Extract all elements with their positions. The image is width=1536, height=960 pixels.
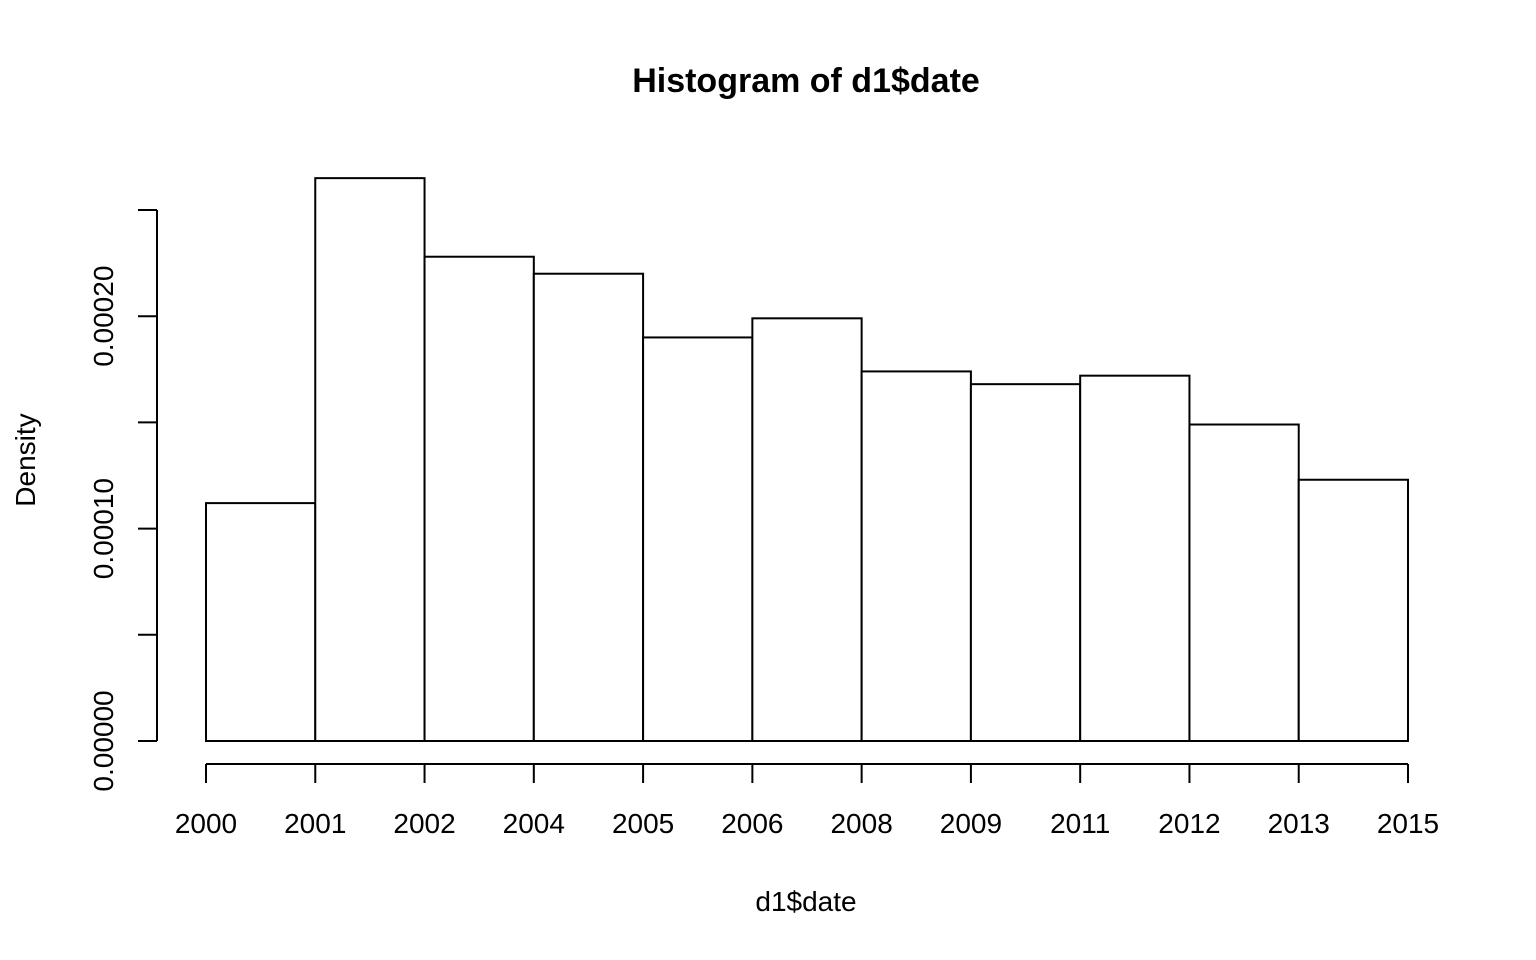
x-tick-label: 2004 xyxy=(503,808,565,839)
x-tick-label: 2001 xyxy=(284,808,346,839)
x-axis: 2000 2001 2002 2004 2005 2006 2008 2009 2011 2012… xyxy=(175,763,1439,839)
histogram-bar xyxy=(751,317,863,742)
x-tick-label: 2006 xyxy=(721,808,783,839)
y-tick-label: 0.00010 xyxy=(88,478,119,579)
histogram-bar xyxy=(205,502,317,742)
histogram-bar xyxy=(532,272,645,742)
histogram-bar xyxy=(314,177,426,742)
histogram-bar xyxy=(423,255,535,742)
chart-title: Histogram of d1$date xyxy=(632,62,980,100)
x-tick-label: 2015 xyxy=(1377,808,1439,839)
x-tick-label: 2008 xyxy=(830,808,892,839)
x-tick-label: 2009 xyxy=(940,808,1002,839)
y-tick-label: 0.00020 xyxy=(88,266,119,367)
y-tick-label: 0.00000 xyxy=(88,690,119,791)
x-tick-label: 2013 xyxy=(1268,808,1330,839)
bars-group xyxy=(205,177,1410,742)
x-tick-label: 2011 xyxy=(1050,808,1110,839)
y-axis: 0.00000 0.00010 0.00020 xyxy=(88,209,158,792)
y-axis-label: Density xyxy=(10,413,41,506)
histogram-bar xyxy=(1079,374,1191,742)
histogram-bar xyxy=(860,370,972,742)
histogram-bar xyxy=(1188,423,1300,742)
x-axis-label: d1$date xyxy=(755,886,856,917)
histogram-bar xyxy=(969,383,1082,742)
x-tick-label: 2012 xyxy=(1158,808,1220,839)
histogram-bar xyxy=(642,336,754,742)
histogram-bar xyxy=(1297,478,1410,742)
x-tick-label: 2002 xyxy=(393,808,455,839)
x-tick-label: 2000 xyxy=(175,808,237,839)
x-tick-label: 2005 xyxy=(612,808,674,839)
